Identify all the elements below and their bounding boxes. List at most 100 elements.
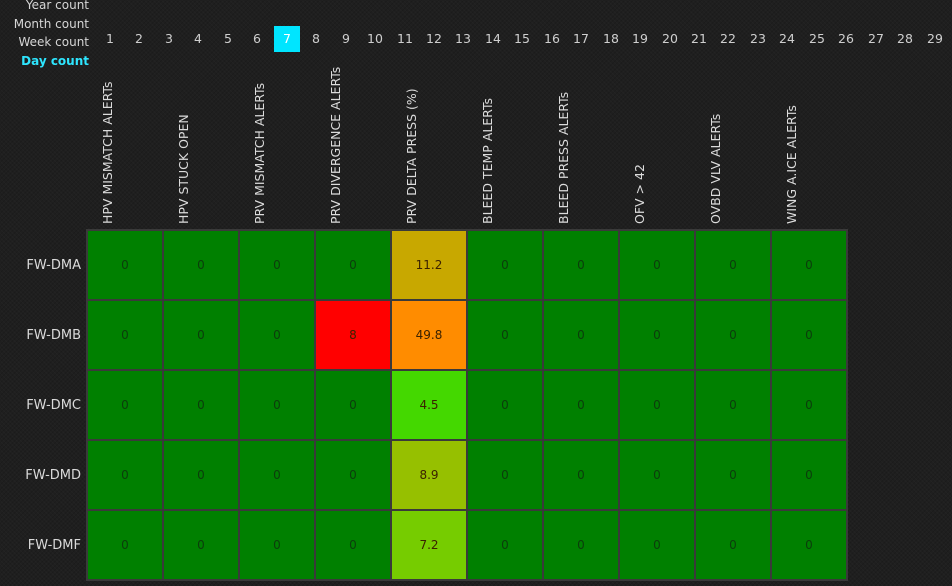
count-label-year[interactable]: Year count — [25, 0, 89, 12]
heatmap-cell[interactable]: 0 — [544, 441, 618, 509]
column-header-label: WING A.ICE ALERTs — [784, 105, 799, 224]
heatmap-cell[interactable]: 0 — [468, 371, 542, 439]
heatmap-cell[interactable]: 0 — [164, 301, 238, 369]
week-number-20[interactable]: 20 — [662, 31, 678, 46]
column-header-label: OVBD VLV ALERTs — [708, 113, 723, 224]
week-number-10[interactable]: 10 — [367, 31, 383, 46]
week-number-7[interactable]: 7 — [274, 26, 300, 52]
heatmap-cell[interactable]: 0 — [468, 231, 542, 299]
heatmap-cell[interactable]: 0 — [772, 371, 846, 439]
heatmap-cell[interactable]: 0 — [696, 371, 770, 439]
week-number-29[interactable]: 29 — [927, 31, 943, 46]
week-number-2[interactable]: 2 — [135, 31, 143, 46]
heatmap-cell[interactable]: 0 — [240, 371, 314, 439]
week-number-1[interactable]: 1 — [106, 31, 114, 46]
week-number-23[interactable]: 23 — [750, 31, 766, 46]
heatmap-cell[interactable]: 0 — [544, 371, 618, 439]
heatmap-cell[interactable]: 0 — [772, 231, 846, 299]
heatmap-cell[interactable]: 0 — [468, 511, 542, 579]
heatmap-cell[interactable]: 11.2 — [392, 231, 466, 299]
heatmap-cell[interactable]: 0 — [316, 231, 390, 299]
heatmap-cell[interactable]: 0 — [772, 301, 846, 369]
heatmap-cell[interactable]: 0 — [620, 301, 694, 369]
heatmap-cell[interactable]: 0 — [88, 301, 162, 369]
week-number-18[interactable]: 18 — [603, 31, 619, 46]
week-number-16[interactable]: 16 — [544, 31, 560, 46]
column-headers: HPV MISMATCH ALERTs HPV STUCK OPEN PRV MIS… — [87, 62, 850, 228]
column-header-label: PRV DIVERGENCE ALERTs — [328, 66, 343, 224]
heatmap-cell[interactable]: 0 — [316, 441, 390, 509]
week-number-26[interactable]: 26 — [838, 31, 854, 46]
heatmap-cell[interactable]: 0 — [468, 301, 542, 369]
heatmap-cell[interactable]: 8.9 — [392, 441, 466, 509]
heatmap-cell[interactable]: 0 — [88, 511, 162, 579]
week-number-19[interactable]: 19 — [632, 31, 648, 46]
week-number-21[interactable]: 21 — [691, 31, 707, 46]
heatmap-cell[interactable]: 0 — [468, 441, 542, 509]
heatmap-cell[interactable]: 0 — [696, 511, 770, 579]
heatmap-cell[interactable]: 49.8 — [392, 301, 466, 369]
week-number-17[interactable]: 17 — [573, 31, 589, 46]
column-header-label: BLEED TEMP ALERTs — [480, 97, 495, 224]
heatmap-cell[interactable]: 0 — [620, 231, 694, 299]
heatmap-cell[interactable]: 0 — [696, 231, 770, 299]
week-number-9[interactable]: 9 — [342, 31, 350, 46]
count-label-month[interactable]: Month count — [13, 17, 89, 31]
heatmap-cell[interactable]: 0 — [316, 511, 390, 579]
heatmap-cell[interactable]: 0 — [772, 511, 846, 579]
column-header-label: HPV STUCK OPEN — [176, 114, 191, 224]
week-number-4[interactable]: 4 — [194, 31, 202, 46]
week-number-selector: 1 2 3 4 5 6 7 8 9 10 11 12 13 14 15 16 17 18 19 20 21 22 23 24 2… — [96, 26, 952, 52]
week-number-13[interactable]: 13 — [455, 31, 471, 46]
heatmap-cell[interactable]: 0 — [772, 441, 846, 509]
week-number-15[interactable]: 15 — [514, 31, 530, 46]
column-header: OFV > 42 — [619, 62, 695, 228]
heatmap-cell[interactable]: 0 — [240, 301, 314, 369]
week-number-14[interactable]: 14 — [485, 31, 501, 46]
heatmap-cell[interactable]: 0 — [316, 371, 390, 439]
row-label: FW-DMA — [26, 258, 81, 273]
week-number-24[interactable]: 24 — [779, 31, 795, 46]
week-number-28[interactable]: 28 — [897, 31, 913, 46]
heatmap-cell[interactable]: 0 — [164, 511, 238, 579]
row-label: FW-DMD — [25, 468, 81, 483]
heatmap-cell[interactable]: 0 — [164, 441, 238, 509]
heatmap-cell[interactable]: 4.5 — [392, 371, 466, 439]
heatmap-cell[interactable]: 0 — [164, 371, 238, 439]
heatmap-cell[interactable]: 0 — [696, 441, 770, 509]
column-header-label: PRV DELTA PRESS (%) — [404, 88, 419, 224]
heatmap-cell[interactable]: 0 — [620, 371, 694, 439]
count-label-day[interactable]: Day count — [21, 54, 89, 68]
heatmap-cell[interactable]: 0 — [88, 231, 162, 299]
heatmap-cell[interactable]: 0 — [240, 231, 314, 299]
column-header-label: HPV MISMATCH ALERTs — [100, 81, 115, 224]
heatmap-cell[interactable]: 0 — [88, 441, 162, 509]
heatmap-cell[interactable]: 0 — [240, 511, 314, 579]
heatmap-cell[interactable]: 0 — [544, 301, 618, 369]
heatmap-cell[interactable]: 8 — [316, 301, 390, 369]
heatmap-cell[interactable]: 0 — [88, 371, 162, 439]
heatmap-cell[interactable]: 0 — [620, 511, 694, 579]
week-number-22[interactable]: 22 — [720, 31, 736, 46]
week-number-25[interactable]: 25 — [809, 31, 825, 46]
heatmap-cell[interactable]: 0 — [620, 441, 694, 509]
heatmap-cell[interactable]: 0 — [696, 301, 770, 369]
heatmap-cell[interactable]: 0 — [544, 511, 618, 579]
week-number-12[interactable]: 12 — [426, 31, 442, 46]
week-number-27[interactable]: 27 — [868, 31, 884, 46]
column-header: PRV DIVERGENCE ALERTs — [315, 62, 391, 228]
week-number-11[interactable]: 11 — [397, 31, 413, 46]
heatmap-cell[interactable]: 0 — [544, 231, 618, 299]
count-label-week[interactable]: Week count — [18, 35, 89, 49]
heatmap-cell[interactable]: 7.2 — [392, 511, 466, 579]
heatmap-cell[interactable]: 0 — [240, 441, 314, 509]
week-number-3[interactable]: 3 — [165, 31, 173, 46]
column-header-label: OFV > 42 — [632, 164, 647, 224]
alert-heatmap: 0 0 0 0 11.2 0 0 0 0 0 0 0 0 8 49.8 0 0 0 0 0 0 0 0 0 4.5 0 0 0 0 0 0 0… — [86, 229, 848, 581]
column-header: WING A.ICE ALERTs — [771, 62, 847, 228]
week-number-8[interactable]: 8 — [312, 31, 320, 46]
week-number-5[interactable]: 5 — [224, 31, 232, 46]
week-number-6[interactable]: 6 — [253, 31, 261, 46]
heatmap-cell[interactable]: 0 — [164, 231, 238, 299]
row-label: FW-DMC — [26, 398, 81, 413]
